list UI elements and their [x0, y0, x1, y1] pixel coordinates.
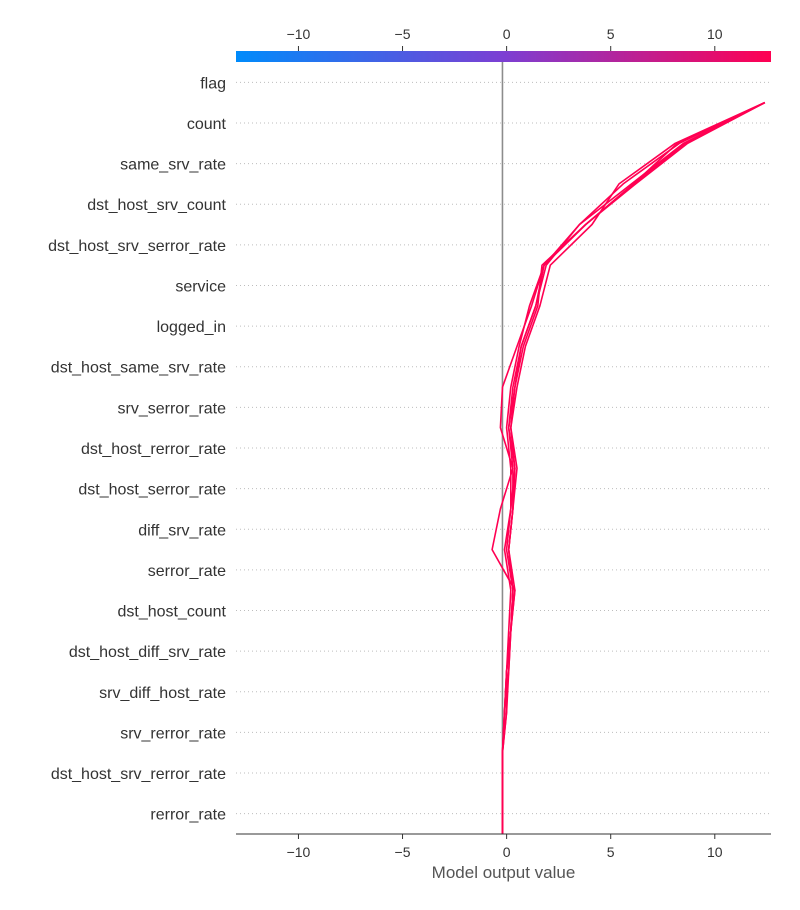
- colorbar-ticks: −10 −5 0 5 10: [287, 26, 723, 51]
- feature-label: logged_in: [157, 319, 226, 336]
- colorbar-tick-label: 10: [707, 26, 723, 42]
- x-tick-label: −5: [395, 844, 411, 860]
- decision-line: [501, 101, 766, 834]
- feature-label: dst_host_srv_rerror_rate: [51, 766, 226, 783]
- colorbar-tick-label: −5: [395, 26, 411, 42]
- feature-label: srv_diff_host_rate: [99, 685, 226, 702]
- feature-label: service: [175, 278, 226, 295]
- feature-label: dst_host_srv_count: [87, 197, 226, 214]
- colorbar-tick-label: −10: [287, 26, 311, 42]
- decision-line: [491, 101, 766, 834]
- colorbar-tick-label: 0: [503, 26, 511, 42]
- feature-label: count: [187, 116, 227, 133]
- decision-line: [501, 101, 766, 834]
- feature-label: dst_host_srv_serror_rate: [48, 238, 226, 255]
- feature-gridlines: [236, 81, 771, 815]
- feature-label: same_srv_rate: [120, 157, 226, 174]
- feature-label: flag: [200, 75, 226, 92]
- x-axis: −10 −5 0 5 10: [236, 833, 771, 860]
- feature-labels: flag count same_srv_rate dst_host_srv_count…: [48, 75, 226, 823]
- decision-line: [501, 101, 766, 834]
- feature-label: dst_host_count: [117, 604, 226, 621]
- feature-label: serror_rate: [148, 563, 226, 580]
- x-tick-label: 0: [503, 844, 511, 860]
- colorbar-tick-label: 5: [607, 26, 615, 42]
- x-tick-label: −10: [287, 844, 311, 860]
- feature-label: rerror_rate: [150, 807, 226, 824]
- colorbar: [236, 51, 771, 62]
- x-axis-label: Model output value: [432, 863, 576, 882]
- feature-label: dst_host_diff_srv_rate: [69, 644, 226, 661]
- feature-label: srv_serror_rate: [118, 400, 227, 417]
- x-tick-label: 10: [707, 844, 723, 860]
- x-tick-label: 5: [607, 844, 615, 860]
- feature-label: dst_host_serror_rate: [78, 482, 226, 499]
- decision-line: [501, 101, 766, 834]
- decision-lines: [491, 101, 766, 834]
- decision-line: [501, 101, 766, 834]
- feature-label: dst_host_rerror_rate: [81, 441, 226, 458]
- feature-label: srv_rerror_rate: [120, 725, 226, 742]
- feature-label: diff_srv_rate: [138, 522, 226, 539]
- feature-label: dst_host_same_srv_rate: [51, 360, 226, 377]
